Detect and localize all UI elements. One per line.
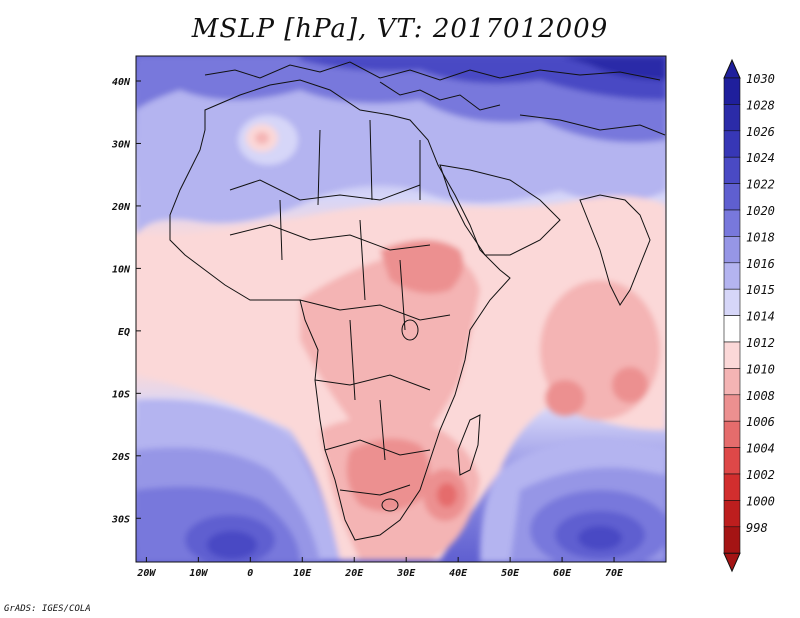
colorbar-label: 1000 bbox=[746, 494, 775, 508]
colorbar-swatch bbox=[723, 156, 741, 184]
y-tick-label: 30N bbox=[111, 139, 131, 150]
colorbar-label: 1020 bbox=[746, 204, 775, 218]
africa-coastline bbox=[169, 79, 511, 541]
colorbar-swatch bbox=[723, 473, 741, 501]
x-tick-label: 10E bbox=[293, 568, 312, 579]
plot-frame bbox=[135, 55, 667, 563]
x-tick-label: 20W bbox=[136, 568, 156, 579]
europe-coast bbox=[204, 61, 661, 81]
colorbar-swatch bbox=[723, 104, 741, 132]
y-tick-label: 20S bbox=[111, 452, 130, 463]
colorbar-swatch bbox=[723, 500, 741, 528]
colorbar-label: 1015 bbox=[746, 283, 775, 297]
colorbar-swatch bbox=[723, 288, 741, 316]
colorbar-swatch bbox=[723, 368, 741, 396]
colorbar-label: 1008 bbox=[746, 389, 775, 403]
colorbar-swatch bbox=[723, 183, 741, 211]
axis-ticks: 20W 10W 0 10E 20E 30E 40E 50E 60E 70E 40N 30N 20N 10N… bbox=[111, 77, 624, 579]
x-tick-label: 20E bbox=[344, 568, 364, 579]
y-tick-label: 10S bbox=[112, 389, 130, 400]
coastlines bbox=[169, 61, 666, 541]
colorbar-label: 998 bbox=[746, 521, 768, 535]
y-tick-label: 40N bbox=[112, 77, 131, 88]
x-tick-label: 10W bbox=[189, 568, 208, 579]
colorbar-swatch bbox=[723, 77, 741, 105]
colorbar-label: 1024 bbox=[746, 151, 775, 165]
colorbar-label: 1028 bbox=[746, 98, 775, 112]
colorbar-label: 1026 bbox=[746, 125, 775, 139]
colorbar-swatch bbox=[723, 315, 741, 343]
x-tick-label: 40E bbox=[449, 568, 468, 579]
colorbar-swatch bbox=[723, 262, 741, 290]
x-tick-label: 30E bbox=[396, 568, 416, 579]
colorbar-swatch bbox=[723, 447, 741, 475]
y-tick-label: 10N bbox=[112, 264, 131, 275]
pressure-field bbox=[136, 56, 666, 562]
colorbar-swatch bbox=[723, 420, 741, 448]
colorbar-swatch bbox=[723, 209, 741, 237]
colorbar-label: 1006 bbox=[746, 415, 775, 429]
x-tick-label: 70E bbox=[605, 568, 624, 579]
colorbar-label: 1030 bbox=[746, 72, 775, 86]
colorbar-top-arrow bbox=[723, 58, 741, 79]
colorbar-swatch bbox=[723, 526, 741, 554]
y-tick-label: 20N bbox=[111, 202, 131, 213]
colorbar-label: 1022 bbox=[746, 178, 775, 192]
colorbar-label: 1004 bbox=[746, 442, 775, 456]
colorbar-swatch bbox=[723, 341, 741, 369]
madagascar bbox=[457, 414, 481, 476]
colorbar-label: 1002 bbox=[746, 468, 775, 482]
colorbar: 1030 1028 1026 1024 1022 1020 1018 1016 1015 1014… bbox=[723, 58, 775, 573]
arabian-peninsula bbox=[439, 164, 561, 256]
x-tick-label: 60E bbox=[553, 568, 572, 579]
y-tick-label: EQ bbox=[118, 327, 130, 338]
colorbar-label: 1010 bbox=[746, 362, 775, 376]
x-tick-label: 50E bbox=[501, 568, 520, 579]
colorbar-label: 1016 bbox=[746, 257, 775, 271]
colorbar-bottom-arrow bbox=[723, 552, 741, 573]
colorbar-swatch bbox=[723, 130, 741, 158]
colorbar-swatch bbox=[723, 394, 741, 422]
colorbar-label: 1018 bbox=[746, 230, 775, 244]
x-tick-label: 0 bbox=[247, 568, 253, 579]
colorbar-label: 1014 bbox=[746, 310, 775, 324]
y-tick-label: 30S bbox=[111, 514, 130, 525]
colorbar-label: 1012 bbox=[746, 336, 775, 350]
india-coastline bbox=[579, 194, 651, 306]
colorbar-swatch bbox=[723, 236, 741, 264]
footer-credit: GrADS: IGES/COLA bbox=[4, 604, 91, 614]
chart-title: MSLP [hPa], VT: 2017012009 bbox=[191, 14, 609, 44]
